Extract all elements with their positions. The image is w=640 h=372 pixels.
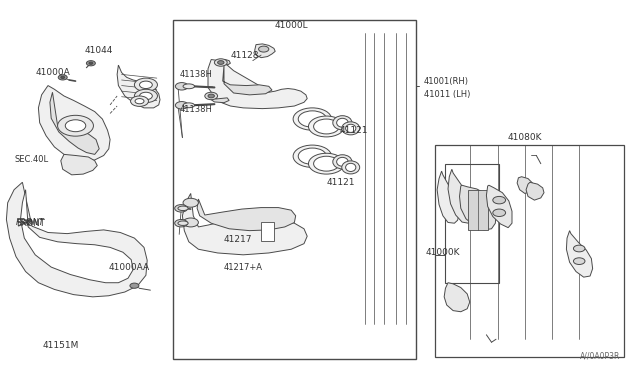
Polygon shape [486, 185, 512, 228]
Circle shape [58, 75, 67, 80]
Circle shape [140, 92, 152, 100]
Text: 41128: 41128 [230, 51, 259, 60]
Ellipse shape [346, 163, 356, 171]
Circle shape [259, 46, 269, 52]
Text: 41217+A: 41217+A [224, 263, 263, 272]
Ellipse shape [333, 155, 352, 169]
Text: 41000A: 41000A [35, 68, 70, 77]
Polygon shape [460, 185, 496, 230]
Text: 41000K: 41000K [426, 248, 460, 257]
Ellipse shape [183, 103, 195, 108]
Text: 41044: 41044 [85, 46, 113, 55]
Text: FRONT: FRONT [16, 218, 45, 227]
Circle shape [140, 81, 152, 89]
Circle shape [214, 59, 227, 66]
Bar [445, 164, 499, 283]
Circle shape [298, 111, 326, 127]
Bar [435, 145, 624, 357]
Polygon shape [526, 182, 544, 200]
Polygon shape [6, 182, 147, 297]
Text: 41151M: 41151M [43, 341, 79, 350]
Ellipse shape [337, 157, 348, 166]
Circle shape [65, 120, 86, 132]
Polygon shape [448, 169, 474, 223]
Polygon shape [255, 44, 275, 58]
Bar [173, 20, 416, 359]
Text: 41138H: 41138H [179, 70, 212, 79]
Circle shape [183, 218, 198, 227]
Polygon shape [437, 171, 460, 223]
Text: SEC.40L: SEC.40L [14, 155, 48, 164]
Ellipse shape [337, 118, 348, 127]
Ellipse shape [333, 116, 352, 130]
Circle shape [314, 119, 339, 134]
Circle shape [61, 76, 65, 78]
Circle shape [205, 92, 218, 100]
Circle shape [493, 209, 506, 217]
Ellipse shape [342, 161, 360, 174]
Circle shape [183, 198, 198, 207]
Polygon shape [50, 92, 99, 154]
Circle shape [573, 258, 585, 264]
Circle shape [134, 89, 157, 103]
Text: 41080K: 41080K [508, 133, 542, 142]
Circle shape [308, 116, 344, 137]
Text: 41001(RH): 41001(RH) [424, 77, 468, 86]
Circle shape [175, 219, 188, 227]
Circle shape [131, 96, 148, 106]
Text: 41121: 41121 [326, 178, 355, 187]
Polygon shape [117, 65, 160, 108]
Text: FRONT: FRONT [16, 219, 45, 228]
Circle shape [314, 156, 339, 171]
Polygon shape [38, 86, 110, 162]
Bar [261, 222, 274, 241]
Ellipse shape [178, 221, 188, 225]
Text: 41121: 41121 [339, 126, 368, 135]
Circle shape [175, 102, 188, 109]
Circle shape [293, 108, 332, 130]
Polygon shape [566, 231, 593, 277]
Circle shape [208, 94, 214, 98]
Text: A//0A0P3R: A//0A0P3R [580, 352, 621, 361]
Ellipse shape [183, 84, 195, 89]
Text: 41000L: 41000L [275, 21, 308, 30]
Text: 41000AA: 41000AA [109, 263, 150, 272]
Circle shape [573, 245, 585, 252]
Circle shape [135, 99, 144, 104]
Polygon shape [211, 98, 229, 103]
Polygon shape [20, 190, 133, 283]
Circle shape [493, 196, 506, 204]
Circle shape [89, 62, 93, 64]
Circle shape [130, 283, 139, 288]
Circle shape [175, 83, 188, 90]
Circle shape [298, 148, 326, 164]
Text: 41217: 41217 [224, 235, 253, 244]
Circle shape [175, 205, 188, 212]
Circle shape [308, 153, 344, 174]
Ellipse shape [342, 122, 360, 135]
Polygon shape [61, 154, 97, 175]
Polygon shape [197, 199, 296, 231]
Ellipse shape [346, 124, 356, 132]
Polygon shape [444, 283, 470, 312]
Polygon shape [517, 177, 534, 193]
Bar [468, 190, 488, 230]
Polygon shape [223, 65, 272, 95]
Circle shape [218, 61, 224, 64]
Polygon shape [221, 60, 230, 65]
Circle shape [293, 145, 332, 167]
Circle shape [86, 61, 95, 66]
Circle shape [134, 78, 157, 92]
Polygon shape [208, 60, 307, 109]
Text: 41011 (LH): 41011 (LH) [424, 90, 470, 99]
Polygon shape [182, 193, 307, 255]
Text: 41138H: 41138H [179, 105, 212, 114]
Ellipse shape [178, 206, 188, 211]
Circle shape [58, 115, 93, 136]
